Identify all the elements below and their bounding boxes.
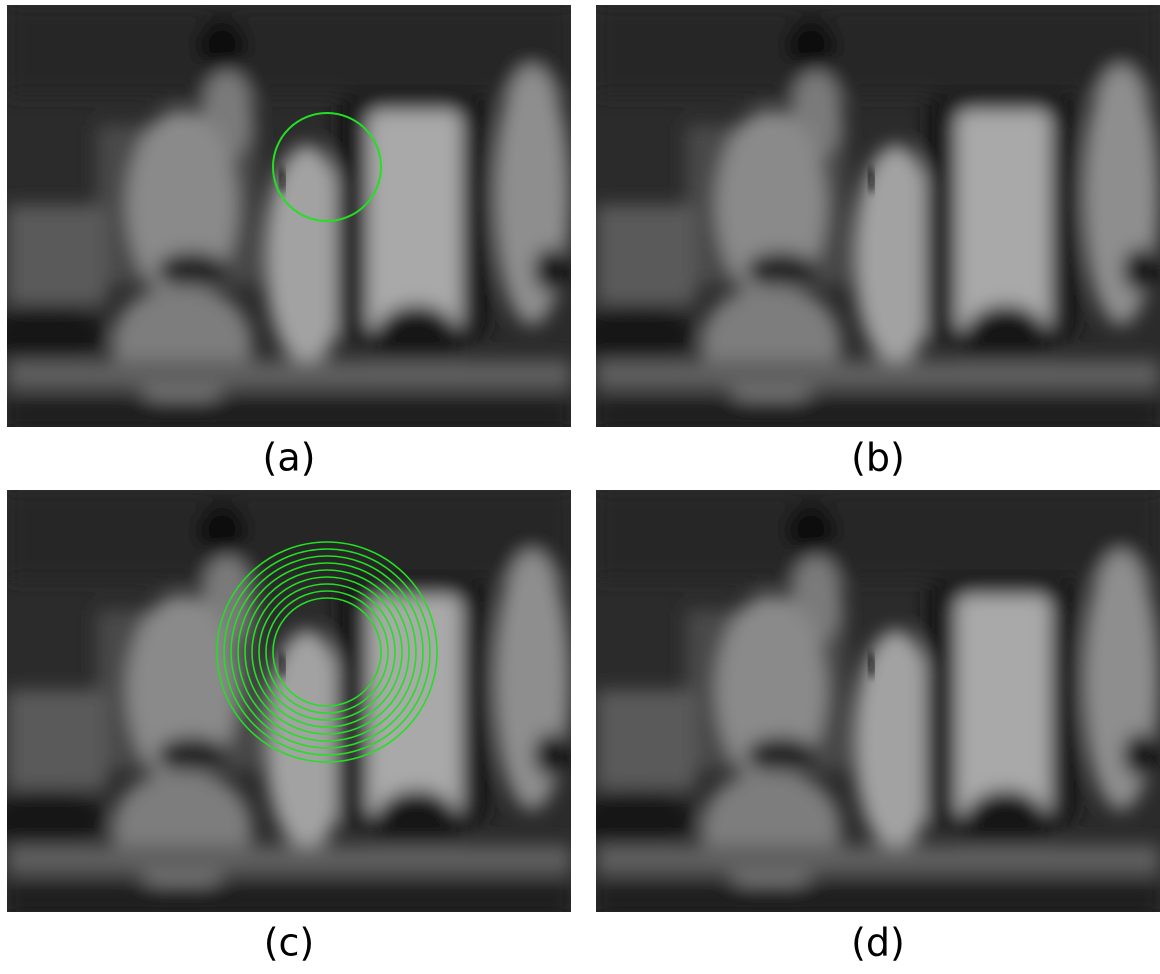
caption: (c) [264, 921, 315, 965]
caption: (d) [851, 921, 905, 965]
panel-image [576, 490, 1160, 915]
caption: (a) [263, 436, 316, 480]
figure: (a) (b) (c) (d) [0, 0, 1160, 974]
panel-image [0, 490, 571, 915]
panel-image [576, 5, 1160, 430]
caption: (b) [851, 436, 905, 480]
panel-image [0, 5, 571, 430]
